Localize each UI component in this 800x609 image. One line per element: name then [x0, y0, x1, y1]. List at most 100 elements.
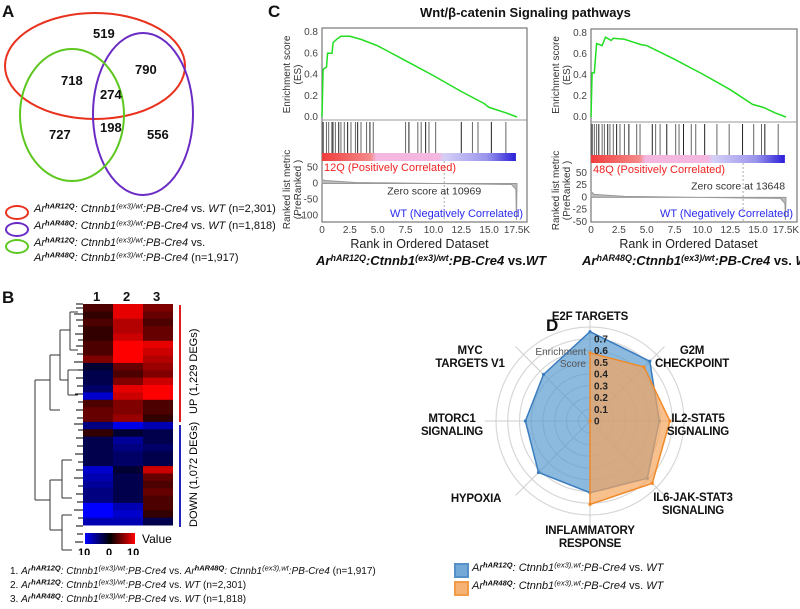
text-segment: :PB-Cre4 — [714, 253, 771, 268]
es-curve — [590, 36, 787, 118]
heatmap-cell — [143, 421, 173, 430]
heatmap-cell — [83, 304, 113, 312]
es-axis-label-line: (ES) — [293, 65, 304, 85]
text-segment: hAR12Q — [31, 577, 61, 587]
heatmap-cell — [113, 421, 143, 430]
heatmap-cell — [113, 502, 143, 511]
text-segment: : Ctnnb1 — [60, 594, 99, 605]
up-label: UP (1,229 DEGs) — [188, 329, 200, 414]
x-tick-label: 2.5 — [343, 225, 357, 236]
radar-point — [536, 470, 541, 475]
radar-axis-label: IL2-STAT5 SIGNALING — [666, 413, 730, 438]
gsea-subtitle: ArhAR12Q:Ctnnb1(ex3)/wt:PB-Cre4 vs.WT — [316, 253, 546, 269]
rank-tick-label: -100 — [298, 211, 318, 222]
es-tick-label: 0.6 — [573, 49, 587, 60]
text-segment: :Ctnnb1 — [365, 253, 416, 268]
rank-tick-label: 25 — [576, 180, 588, 191]
text-segment: (n=2,301) — [225, 203, 276, 215]
text-segment: hAR48Q — [45, 250, 75, 260]
es-axis-label-line: (ES) — [562, 65, 573, 85]
heatmap-cell — [143, 385, 173, 393]
text-segment: :PB-Cre4 — [125, 580, 167, 591]
panel-label-b: B — [2, 288, 15, 307]
text-segment: : Ctnnb1 — [74, 252, 117, 264]
heatmap-cell — [83, 466, 113, 474]
x-tick-label: 12.5 — [721, 225, 741, 236]
rank-tick-label: -25 — [573, 205, 588, 216]
radar-tick-label: 0 — [594, 417, 600, 428]
heatmap-cell — [113, 340, 143, 349]
text-segment: (ex3)/wt — [116, 235, 143, 245]
x-tick-label: 7.5 — [668, 225, 682, 236]
heatmap-cell — [143, 340, 173, 349]
heatmap-cell — [113, 407, 143, 415]
es-curve — [321, 35, 518, 118]
heatmap-cell — [113, 458, 143, 467]
venn-count: 718 — [61, 73, 83, 88]
heatmap-cell — [143, 304, 173, 312]
heatmap-cell — [83, 458, 113, 467]
venn-diagram — [4, 12, 194, 196]
text-segment: vs. — [770, 253, 796, 268]
heatmap-cell — [143, 414, 173, 423]
heatmap-cell — [83, 377, 113, 386]
venn-count: 519 — [93, 26, 115, 41]
text-segment: vs. — [166, 594, 185, 605]
text-segment: 3. — [10, 594, 22, 605]
es-tick-label: 0.8 — [573, 28, 587, 39]
text-segment: vs. — [166, 580, 185, 591]
radar-tick-label: 0.4 — [594, 370, 608, 381]
text-segment: 2. — [10, 580, 22, 591]
text-segment: hAR48Q — [596, 253, 632, 263]
heatmap-cell — [113, 473, 143, 482]
heatmap-cell — [83, 348, 113, 357]
x-tick-label: 2.5 — [612, 225, 626, 236]
heatmap-cell — [143, 392, 173, 401]
heatmap-cell — [143, 348, 173, 357]
footnote: 2. ArhAR12Q: Ctnnb1(ex3)/wt:PB-Cre4 vs. … — [10, 577, 246, 592]
text-segment: : Ctnnb1 — [60, 566, 99, 577]
text-segment: hAR12Q — [45, 235, 75, 245]
text-segment: : Ctnnb1 — [74, 220, 117, 232]
correlation-bar — [591, 155, 785, 163]
text-segment: WT — [208, 220, 226, 232]
rank-tick-label: 50 — [307, 162, 319, 173]
heatmap-cell — [143, 370, 173, 379]
heatmap-cell — [143, 399, 173, 408]
x-tick-label: 10.0 — [424, 225, 444, 236]
radar-point — [650, 481, 654, 485]
heatmap-cell — [113, 304, 143, 312]
venn-count: 198 — [100, 120, 122, 135]
es-axis-label-line: Enrichment score — [282, 35, 293, 113]
radar-point — [588, 502, 592, 507]
rank-tick-label: 50 — [576, 168, 588, 179]
text-segment: : Ctnnb1 — [74, 203, 117, 215]
text-segment: WT — [184, 580, 201, 591]
text-segment: : Ctnnb1 — [224, 566, 263, 577]
radar-tick-label: 0.7 — [594, 334, 608, 345]
heatmap-cell — [83, 340, 113, 349]
heatmap-cell — [143, 377, 173, 386]
heatmap-cell — [83, 480, 113, 489]
heatmap-cell — [113, 443, 143, 452]
text-segment: Ar — [582, 253, 597, 268]
heatmap-cell — [143, 480, 173, 489]
text-segment: :PB-Cre4 — [142, 237, 189, 249]
text-segment: (ex3)/wt — [98, 563, 126, 573]
rank-tick-label: 0 — [581, 192, 587, 203]
heatmap-cell — [113, 333, 143, 342]
rank-axis-label-line: (PreRanked ) — [562, 161, 573, 220]
text-segment: (n=1,818) — [225, 220, 276, 232]
legend-entry: ArhAR48Q: Ctnnb1(ex3)/wt:PB-Cre4 vs. WT … — [34, 218, 276, 233]
heatmap-cell — [143, 495, 173, 504]
colorbar-tick: 10 — [127, 547, 139, 555]
heatmap-cell — [83, 436, 113, 445]
heatmap-cell — [83, 421, 113, 430]
legend-ellipse-icon — [5, 239, 29, 254]
text-segment: WT — [646, 562, 664, 574]
text-segment: (ex3)/wt — [116, 218, 143, 228]
colorbar-tick: 0 — [106, 547, 112, 555]
text-segment: Ar — [21, 566, 32, 577]
rank-axis-label-line: Ranked list metric — [282, 150, 293, 229]
